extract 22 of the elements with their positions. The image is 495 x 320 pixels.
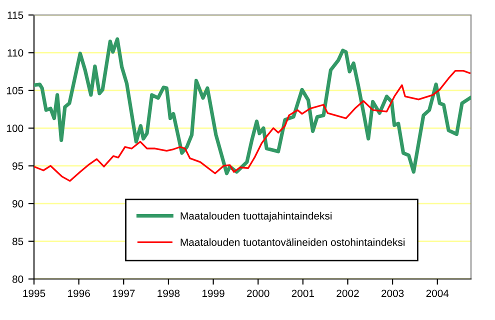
y-tick-label: 95 xyxy=(12,162,24,170)
y-tick-label: 80 xyxy=(12,276,24,283)
y-tick-label: 85 xyxy=(12,238,24,246)
x-tick-label: 2002 xyxy=(336,290,359,298)
x-tick-label: 1998 xyxy=(158,290,180,298)
x-tick-label: 1995 xyxy=(23,290,46,298)
y-tick-label: 90 xyxy=(12,200,24,208)
y-tick-label: 105 xyxy=(7,86,24,94)
legend-label: Maatalouden tuottajahintaindeksi xyxy=(180,212,332,222)
x-tick-label: 1999 xyxy=(202,290,224,298)
legend-label: Maatalouden tuotantovälineiden ostohintaindeksi xyxy=(180,238,405,246)
x-tick-label: 2003 xyxy=(382,290,404,298)
x-tick-label: 1997 xyxy=(112,290,135,298)
y-tick-label: 115 xyxy=(8,12,24,19)
x-tick-label: 2001 xyxy=(292,290,314,298)
x-tick-label: 2000 xyxy=(247,290,270,298)
x-tick-label: 1996 xyxy=(68,290,90,298)
y-tick-label: 100 xyxy=(7,124,24,132)
y-tick-label: 110 xyxy=(8,49,24,57)
line-series xyxy=(34,70,470,182)
line-series xyxy=(34,37,471,176)
x-tick-label: 2004 xyxy=(426,290,449,298)
